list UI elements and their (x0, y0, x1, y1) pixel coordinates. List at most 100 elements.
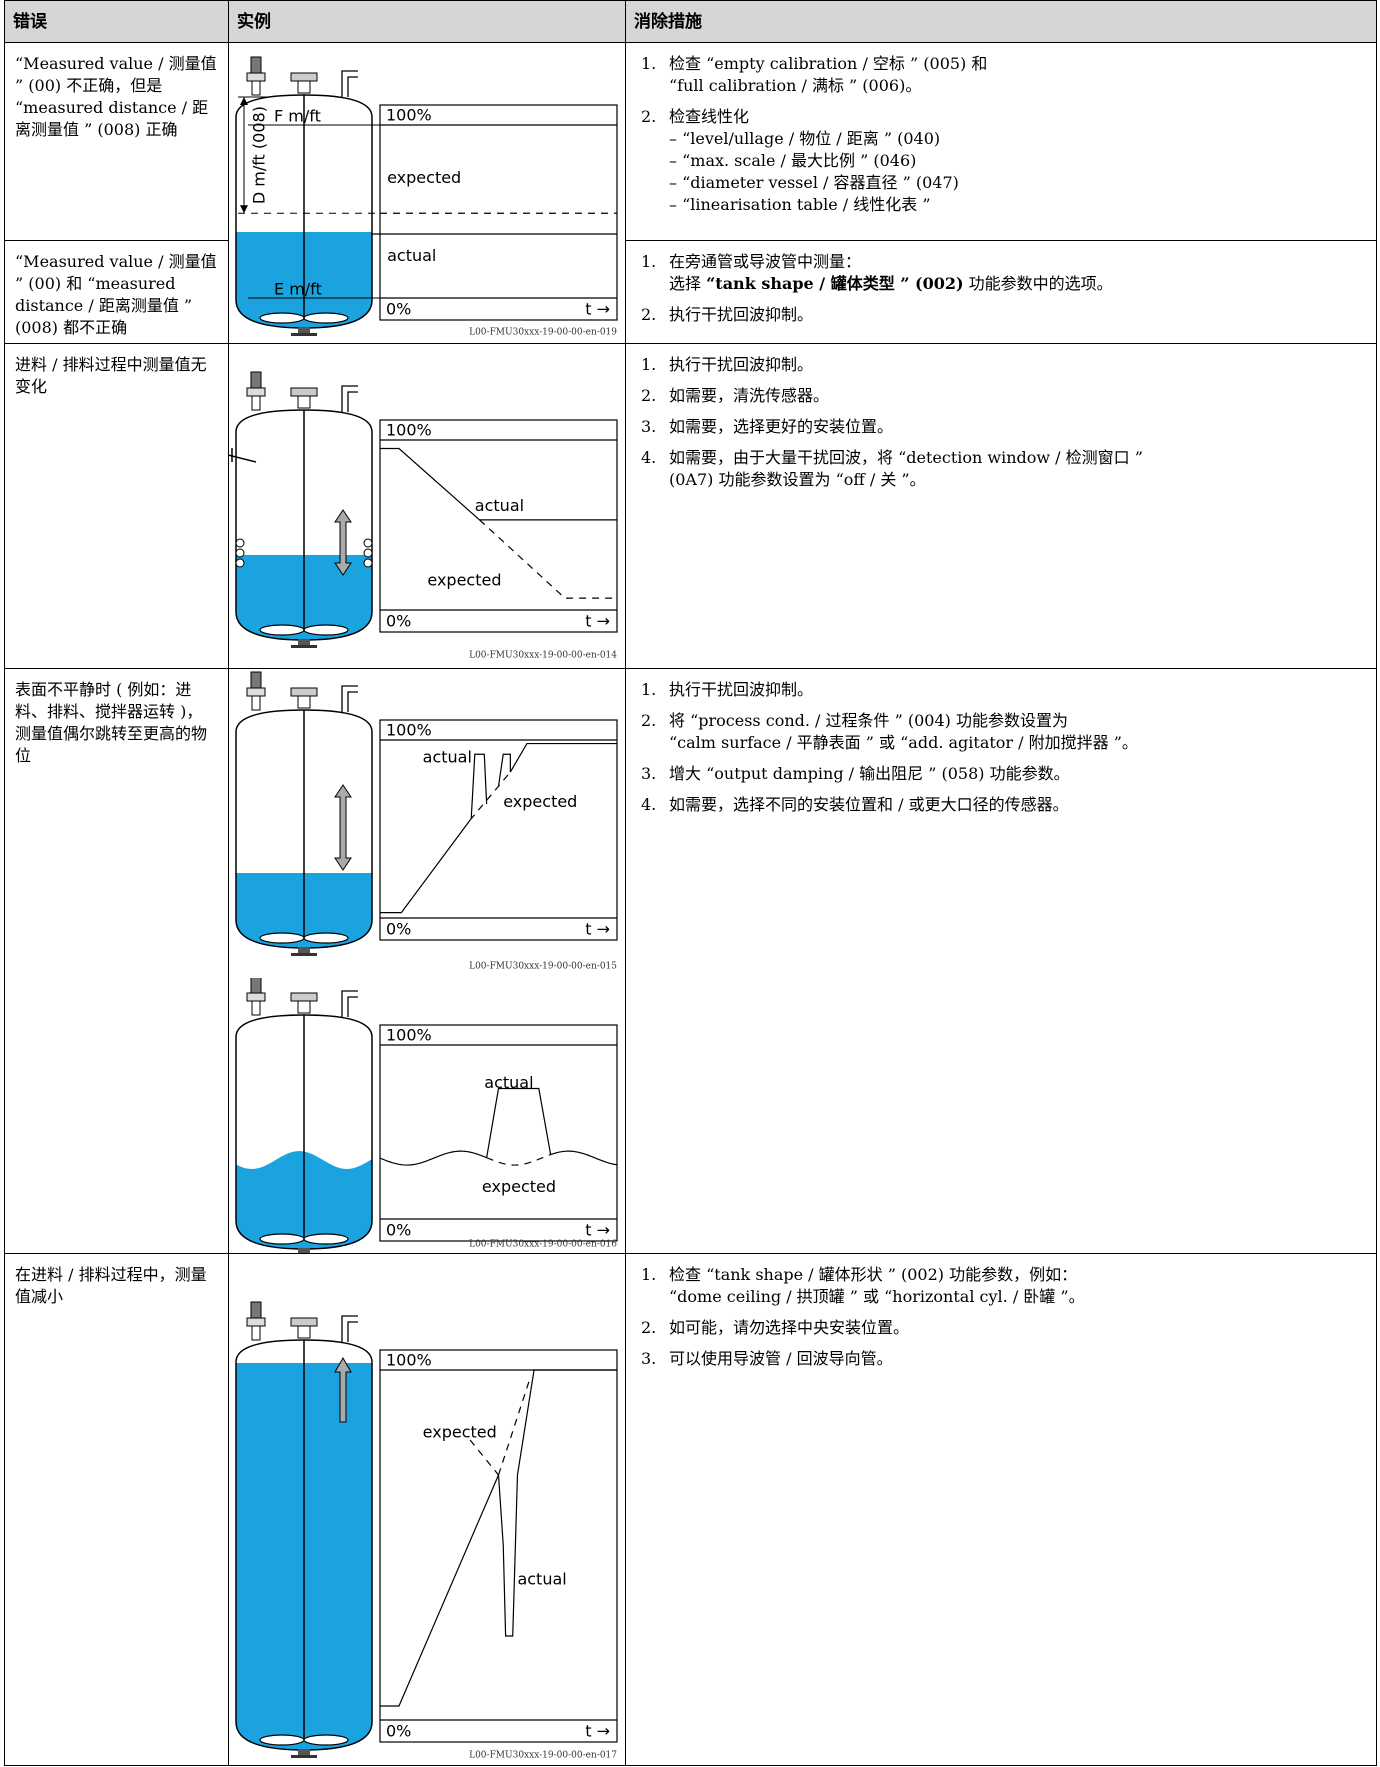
error-text: 在进料 / 排料过程中，测量值减小 (15, 1265, 207, 1306)
error-cell: “Measured value / 测量值 ” (00) 不正确，但是 “mea… (4, 42, 229, 241)
flange (298, 1749, 310, 1755)
fix-line: “calm surface / 平静表面 ” 或 “add. agitator … (669, 733, 1138, 752)
figure-id: L00-FMU30xxx-19-00-00-en-014 (469, 651, 617, 661)
agitator-blade (259, 1233, 305, 1245)
figure-id: L00-FMU30xxx-19-00-00-en-017 (469, 1751, 617, 1761)
sensor (297, 1000, 311, 1014)
empty-label: 0% (386, 300, 411, 319)
sensor (251, 1000, 261, 1016)
fix-item: 3. 可以使用导波管 / 回波导向管。 (641, 1348, 1366, 1370)
fix-line: – “max. scale / 最大比例 ” (046) (669, 151, 917, 170)
fix-line: 如可能，请勿选择中央安装位置。 (669, 1318, 910, 1337)
flange (291, 1755, 317, 1758)
figure-id: L00-FMU30xxx-19-00-00-en-016 (469, 1240, 617, 1250)
fix-line: – “diameter vessel / 容器直径 ” (047) (669, 173, 959, 192)
sensor (251, 80, 261, 96)
actual-label: actual (475, 496, 524, 515)
fix-line: 检查线性化 (669, 107, 750, 126)
expected-label: expected (423, 1423, 497, 1442)
fix-cell: 1. 执行干扰回波抑制。 2. 将 “process cond. / 过程条件 ” (… (625, 668, 1377, 1254)
graph-box (379, 719, 618, 941)
agitator-blade (303, 624, 349, 636)
pipe (341, 1315, 358, 1342)
actual-curve (550, 1150, 618, 1166)
expected-label: expected (482, 1177, 556, 1196)
item-number: 2. (641, 305, 657, 324)
flange (291, 333, 317, 336)
fix-item: 2. 如可能，请勿选择中央安装位置。 (641, 1317, 1366, 1339)
fix-item: 1. 检查 “empty calibration / 空标 ” (005) 和 “f… (641, 53, 1366, 97)
fix-item: 3. 如需要，选择更好的安装位置。 (641, 416, 1366, 438)
fix-cell: 1. 检查 “empty calibration / 空标 ” (005) 和 “f… (625, 42, 1377, 241)
fix-item: 2. 执行干扰回波抑制。 (641, 304, 1366, 326)
tank (235, 94, 373, 329)
expected-curve (469, 771, 511, 821)
sensor (297, 80, 311, 94)
fix-item: 1. 在旁通管或导波管中测量： 选择 “tank shape / 罐体类型 ” (0… (641, 251, 1366, 295)
agitator-blade (259, 624, 305, 636)
time-label: t → (585, 612, 610, 631)
fix-line: 如需要，清洗传感器。 (669, 386, 830, 405)
sensor (290, 687, 318, 697)
bold-text: “tank shape / 罐体类型 ” (002) (706, 274, 964, 293)
figure: 100% 0% t → expected actual F m/ft E m/ft D m/f… (235, 56, 618, 338)
tank (235, 1014, 373, 1250)
empty-label: 0% (386, 920, 411, 939)
sensor (290, 72, 318, 82)
expected-label: expected (387, 168, 461, 187)
fix-line: 选择 “tank shape / 罐体类型 ” (002) 功能参数中的选项。 (669, 273, 1366, 295)
empty-label: 0% (386, 1722, 411, 1741)
figure: 100% 0% t → expected actual L00-FMU30xxx-19-0… (235, 978, 618, 1253)
expected-label: expected (503, 792, 577, 811)
fix-line: 如需要，由于大量干扰回波，将 “detection window / 检测窗口 … (669, 448, 1143, 467)
error-text: “Measured value / 测量值 ” (00) 不正确，但是 “mea… (15, 54, 217, 139)
flange (291, 953, 317, 956)
fix-line: “full calibration / 满标 ” (006)。 (669, 76, 922, 95)
expected-curve (497, 1380, 530, 1476)
fix-cell: 1. 检查 “tank shape / 罐体形状 ” (002) 功能参数，例如：… (625, 1253, 1377, 1766)
sensor (290, 387, 318, 397)
ring (235, 538, 245, 548)
arrow (334, 1356, 352, 1423)
actual-label: actual (387, 246, 436, 265)
sensor (251, 395, 261, 411)
error-text: “Measured value / 测量值 ” (00) 和 “measured… (15, 252, 217, 337)
fix-cell: 1. 在旁通管或导波管中测量： 选择 “tank shape / 罐体类型 ” (0… (625, 240, 1377, 344)
sensor (246, 1317, 266, 1327)
fix-line: 检查 “empty calibration / 空标 ” (005) 和 (669, 54, 988, 73)
pipe (341, 685, 358, 712)
actual-curve (497, 1369, 617, 1637)
error-cell: 进料 / 排料过程中测量值无变化 (4, 343, 229, 669)
item-number: 2. (641, 107, 657, 126)
tank (235, 1339, 373, 1751)
actual-curve (380, 819, 471, 914)
text: 功能参数中的选项。 (963, 274, 1113, 293)
ring (363, 548, 373, 558)
fix-line: 可以使用导波管 / 回波导向管。 (669, 1349, 893, 1368)
time-label: t → (585, 1221, 610, 1240)
pipe (341, 70, 358, 97)
fix-item: 4. 如需要，由于大量干扰回波，将 “detection window / 检测窗… (641, 447, 1366, 491)
fix-item: 1. 执行干扰回波抑制。 (641, 679, 1366, 701)
fix-line: 在旁通管或导波管中测量： (669, 252, 862, 271)
figure: 100% 0% t → expected actual L00-FMU30xxx-19-0… (235, 671, 618, 972)
sensor (250, 671, 262, 689)
flange (298, 1248, 310, 1253)
liquid (236, 232, 372, 328)
actual-label: actual (484, 1073, 533, 1092)
ring (363, 558, 373, 568)
ring (235, 548, 245, 558)
sensor (250, 56, 262, 74)
actual-curve (470, 753, 488, 819)
error-cell: 表面不平静时 ( 例如：进料、排料、搅拌器运转 )，测量值偶尔跳转至更高的物位 (4, 668, 229, 1254)
sensor (297, 695, 311, 709)
full-label: 100% (386, 1026, 432, 1045)
sensor (246, 992, 266, 1002)
fix-item: 4. 如需要，选择不同的安装位置和 / 或更大口径的传感器。 (641, 794, 1366, 816)
item-number: 1. (641, 1265, 657, 1284)
item-number: 4. (641, 448, 657, 467)
sensor (251, 1325, 261, 1341)
fix-line: 增大 “output damping / 输出阻尼 ” (058) 功能参数。 (669, 764, 1070, 783)
actual-curve (486, 1087, 552, 1158)
